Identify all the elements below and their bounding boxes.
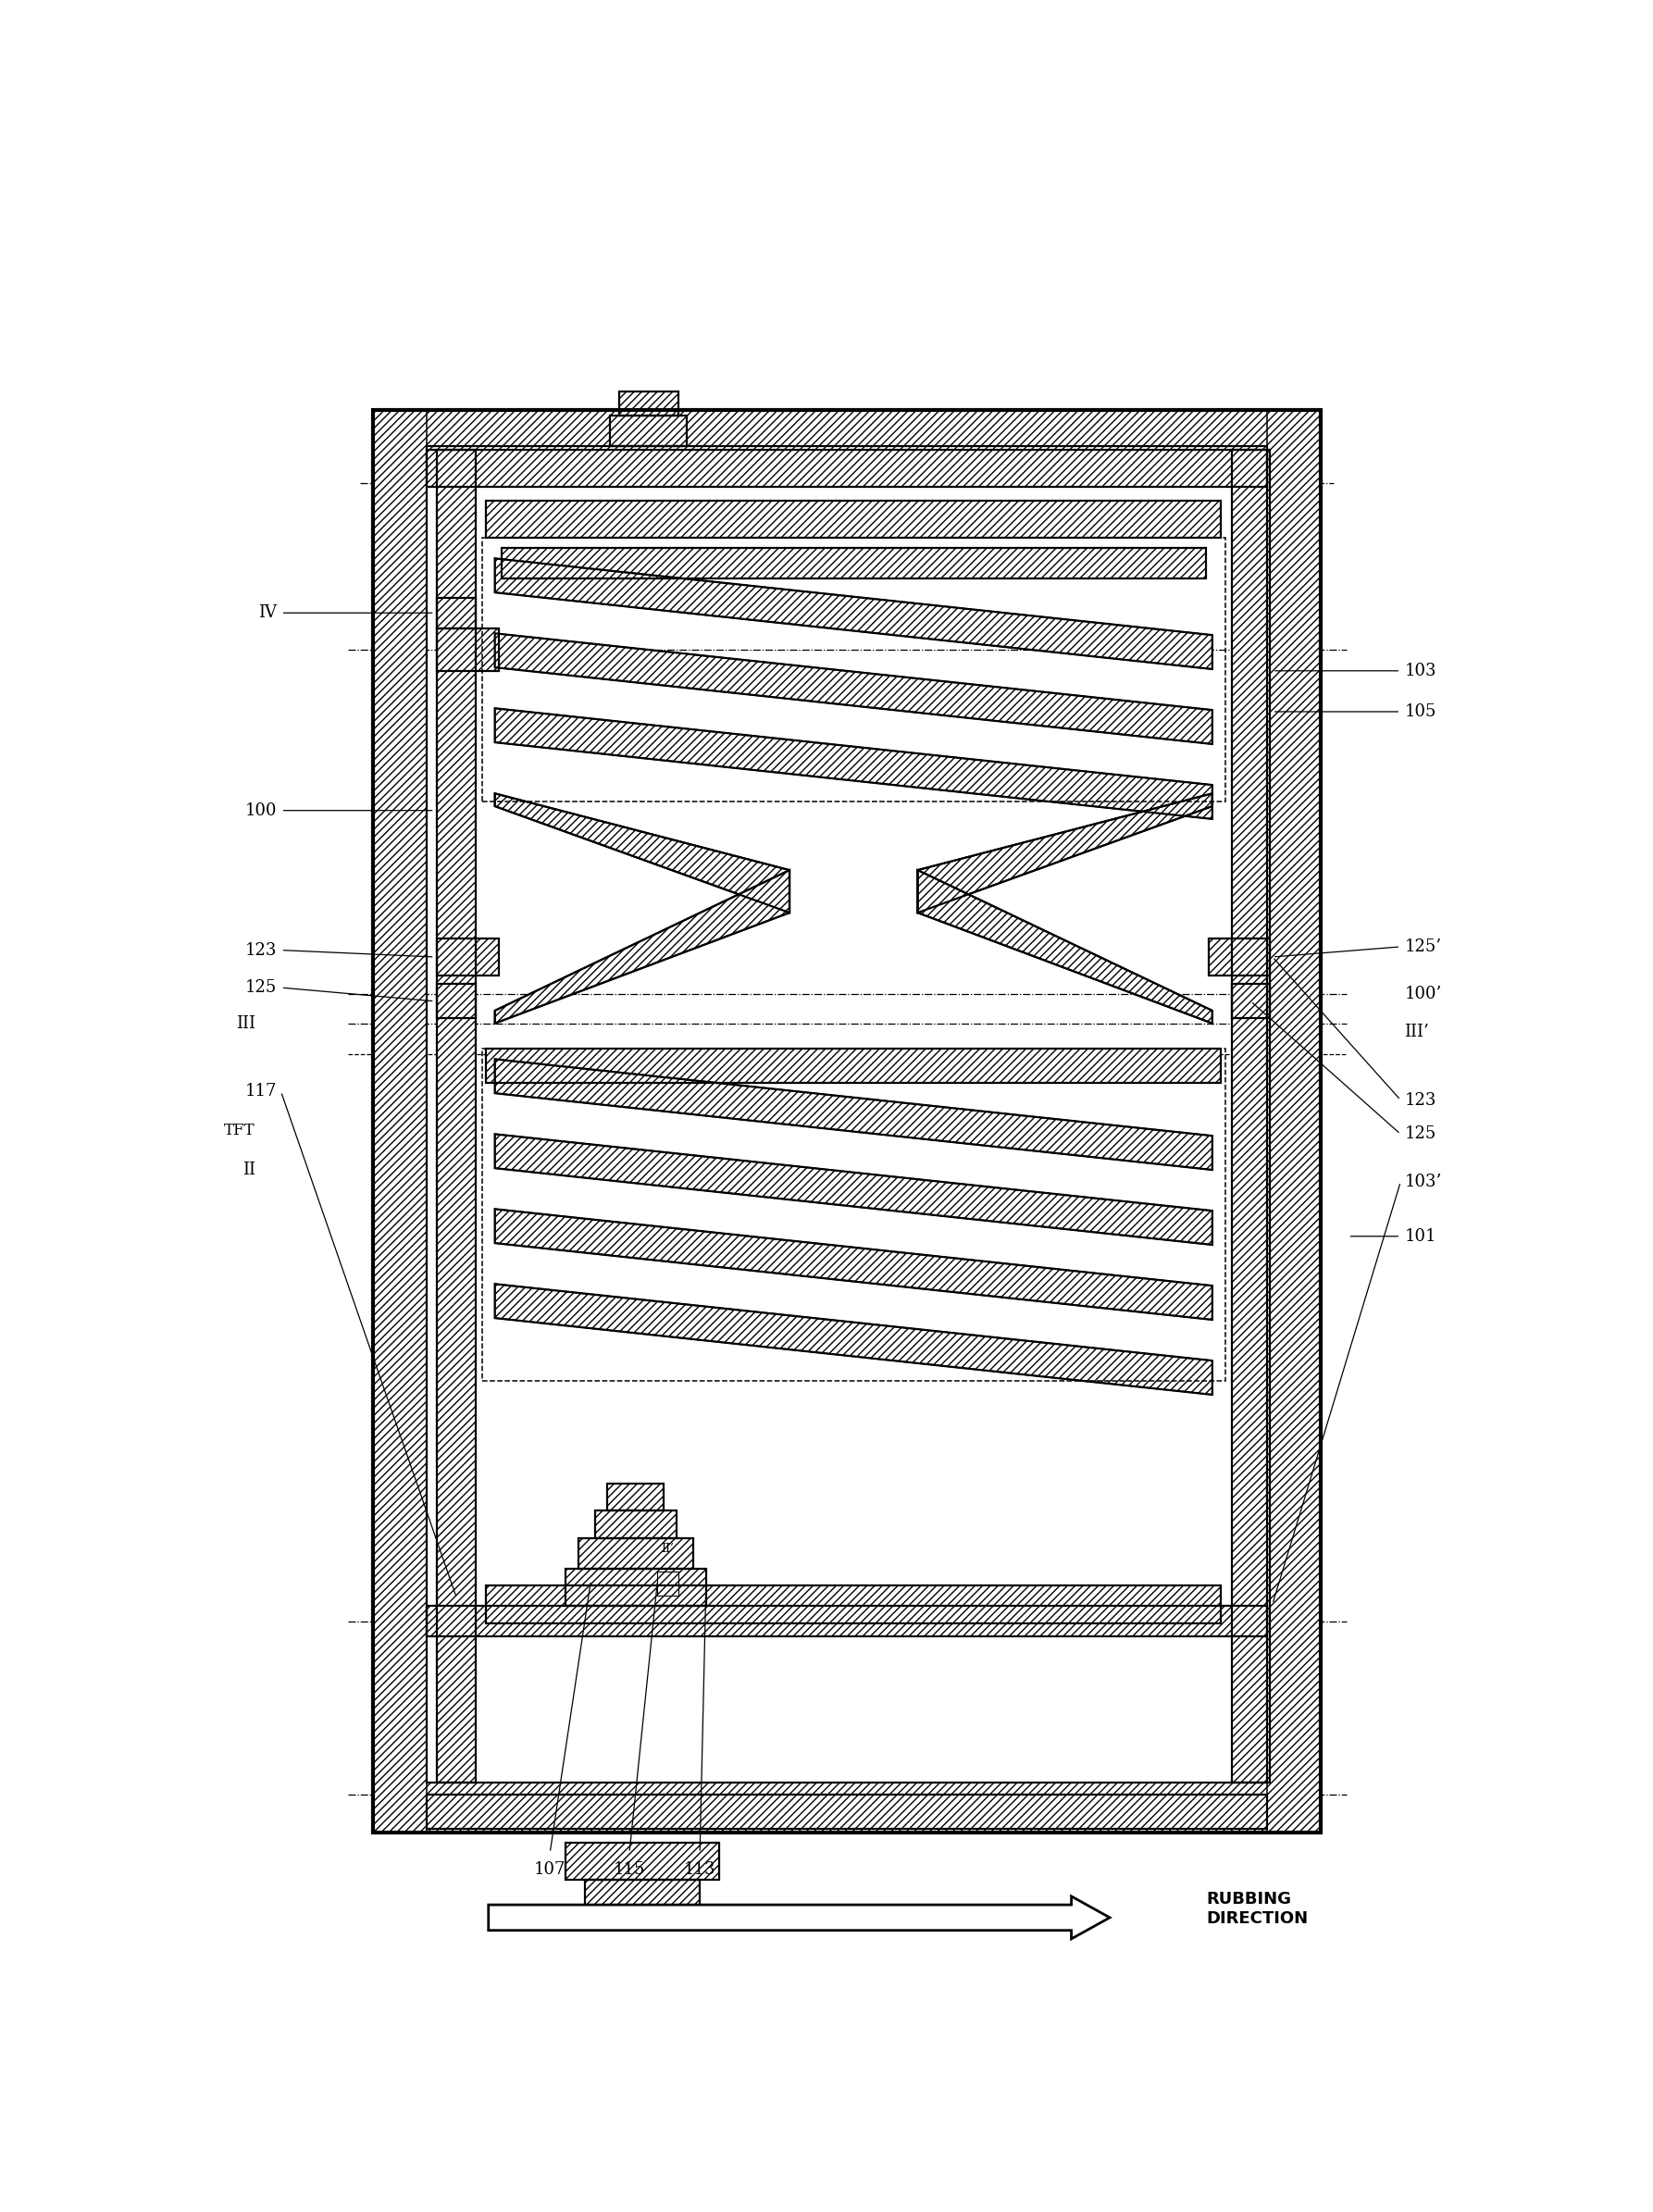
- Bar: [595, 1511, 676, 1537]
- Text: 105: 105: [1405, 703, 1436, 721]
- Bar: [426, 1606, 1268, 1637]
- Bar: [374, 409, 426, 1832]
- Bar: [579, 1537, 694, 1568]
- Bar: [608, 1484, 665, 1511]
- Bar: [585, 1880, 699, 1907]
- Bar: [501, 549, 1207, 580]
- Bar: [1231, 449, 1270, 1783]
- Text: 123: 123: [245, 942, 278, 958]
- Text: 125: 125: [245, 980, 278, 995]
- Bar: [486, 500, 1222, 538]
- Polygon shape: [494, 1283, 1212, 1396]
- Bar: [658, 1573, 678, 1595]
- Text: III’: III’: [1405, 1024, 1430, 1040]
- Polygon shape: [494, 708, 1212, 818]
- Bar: [436, 449, 476, 1783]
- Bar: [426, 447, 1268, 487]
- Bar: [374, 409, 1321, 449]
- Bar: [579, 1537, 694, 1568]
- Polygon shape: [494, 869, 790, 1024]
- Bar: [565, 1568, 706, 1606]
- Polygon shape: [917, 794, 1212, 914]
- FancyArrow shape: [488, 1896, 1109, 1940]
- Bar: [1231, 984, 1270, 1018]
- Bar: [1231, 449, 1270, 1783]
- Bar: [374, 1783, 1321, 1832]
- Polygon shape: [917, 869, 1212, 1024]
- Text: RUBBING
DIRECTION: RUBBING DIRECTION: [1207, 1891, 1308, 1927]
- Bar: [608, 1484, 665, 1511]
- Bar: [436, 597, 476, 628]
- Bar: [620, 392, 678, 416]
- Text: 123: 123: [1405, 1093, 1436, 1108]
- Bar: [483, 1048, 1225, 1380]
- Text: III: III: [236, 1015, 255, 1031]
- Bar: [1268, 409, 1321, 1832]
- Bar: [483, 538, 1225, 803]
- Text: 117: 117: [245, 1084, 278, 1099]
- Polygon shape: [494, 794, 790, 914]
- Text: 113: 113: [684, 1863, 716, 1878]
- Bar: [1208, 938, 1270, 975]
- Text: 100: 100: [245, 803, 278, 818]
- Text: 101: 101: [1405, 1228, 1436, 1245]
- Bar: [436, 984, 476, 1018]
- Bar: [486, 1048, 1222, 1084]
- Polygon shape: [494, 1060, 1212, 1170]
- Bar: [585, 1880, 699, 1907]
- Text: TFT: TFT: [225, 1124, 255, 1139]
- Bar: [486, 1586, 1222, 1624]
- Bar: [486, 1586, 1222, 1624]
- Bar: [565, 1568, 706, 1606]
- Bar: [436, 597, 476, 628]
- Bar: [1231, 984, 1270, 1018]
- Bar: [486, 500, 1222, 538]
- Bar: [620, 392, 678, 416]
- Text: 103’: 103’: [1405, 1172, 1441, 1190]
- Bar: [436, 938, 499, 975]
- Bar: [436, 628, 499, 670]
- Text: 100’: 100’: [1405, 987, 1441, 1002]
- Bar: [426, 447, 1268, 487]
- Bar: [426, 449, 1268, 1783]
- Bar: [426, 1606, 1268, 1637]
- Bar: [426, 1794, 1268, 1829]
- Bar: [1208, 938, 1270, 975]
- Polygon shape: [494, 557, 1212, 668]
- Bar: [374, 409, 1321, 1832]
- Bar: [501, 549, 1207, 580]
- Bar: [436, 938, 499, 975]
- Text: 103: 103: [1405, 661, 1436, 679]
- Bar: [610, 416, 688, 447]
- Polygon shape: [494, 1210, 1212, 1321]
- Text: 115: 115: [613, 1863, 645, 1878]
- Bar: [595, 1511, 676, 1537]
- Text: 125’: 125’: [1405, 938, 1441, 956]
- Bar: [610, 416, 688, 447]
- Text: II’: II’: [661, 1542, 674, 1555]
- Text: 107: 107: [534, 1863, 565, 1878]
- Text: 125: 125: [1405, 1126, 1436, 1141]
- Bar: [436, 628, 499, 670]
- Polygon shape: [494, 633, 1212, 743]
- Bar: [565, 1843, 719, 1880]
- Text: IV: IV: [258, 604, 278, 622]
- Bar: [426, 1794, 1268, 1829]
- Bar: [486, 1048, 1222, 1084]
- Bar: [436, 449, 476, 1783]
- Bar: [565, 1843, 719, 1880]
- Bar: [436, 984, 476, 1018]
- Polygon shape: [494, 1135, 1212, 1245]
- Text: II: II: [243, 1161, 255, 1179]
